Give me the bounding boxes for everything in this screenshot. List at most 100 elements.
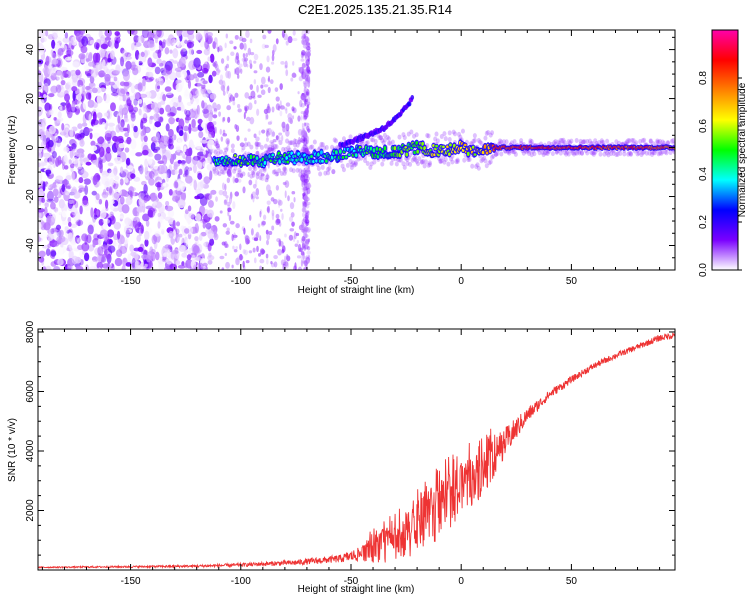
spectrogram-sparse-blob	[236, 66, 242, 73]
spectrogram-noise-blob	[205, 228, 213, 234]
spectrogram-noise-blob	[53, 265, 61, 270]
spectrogram-noise-blob	[53, 138, 60, 143]
spectrogram-halo-blob	[451, 129, 456, 135]
spectrogram-sparse-blob	[242, 249, 246, 255]
spectrogram-noise-blob	[147, 209, 154, 218]
spectrogram-noise-blob	[120, 88, 128, 95]
spectrogram-sparse-blob	[239, 243, 242, 251]
spectrogram-noise-blob	[210, 130, 216, 138]
spectrogram-trace-core	[432, 144, 435, 147]
spectrogram-noise-blob	[57, 111, 62, 119]
spectrogram-halo-blob	[564, 151, 569, 157]
spectrogram-noise-blob	[194, 222, 200, 234]
spectrogram-halo-blob	[397, 134, 402, 140]
spectrogram-sparse-blob	[307, 127, 310, 134]
spectrogram-sparse-blob	[303, 195, 308, 201]
spectrogram-sparse-blob	[281, 135, 284, 142]
spectrogram-noise-blob	[112, 70, 121, 75]
spectrogram-sparse-blob	[294, 262, 297, 270]
spectrogram-sparse-blob	[304, 81, 309, 87]
spectrogram-sparse-blob	[287, 36, 293, 44]
spectrogram-sparse-blob	[304, 214, 309, 222]
spectrogram-noise-blob	[42, 67, 49, 74]
spectrogram-sparse-blob	[259, 63, 263, 71]
spectrogram-noise-blob	[79, 205, 83, 215]
spectrogram-trace-core	[263, 160, 267, 165]
spectrogram-sparse-blob	[284, 233, 287, 238]
spectrogram-sparse-blob	[304, 99, 307, 107]
spectrogram-sparse-blob	[284, 107, 288, 111]
spectrogram-sparse-blob	[282, 171, 287, 176]
spectrogram-sparse-blob	[235, 52, 240, 61]
spectrogram-noise-blob	[117, 243, 123, 252]
spectrogram-noise-blob	[161, 229, 165, 235]
spectrogram-sparse-blob	[218, 111, 222, 117]
spectrogram-noise-blob	[207, 242, 212, 252]
spectrogram-sparse-blob	[302, 260, 306, 264]
spectrogram-noise-blob	[38, 124, 43, 131]
spectrogram-halo-blob	[450, 159, 455, 165]
spectrogram-noise-blob	[80, 45, 88, 54]
spectrogram-noise-blob	[203, 48, 210, 56]
spectrogram-noise-blob	[200, 139, 208, 144]
spectrogram-y-tick-label: -40	[25, 238, 36, 253]
spectrogram-sparse-blob	[303, 110, 307, 118]
spectrogram-halo-blob	[565, 150, 570, 156]
spectrogram-trace-core	[483, 144, 487, 149]
spectrogram-halo-blob	[577, 150, 582, 156]
spectrogram-noise-blob	[108, 239, 113, 245]
spectrogram-sparse-blob	[280, 208, 283, 212]
spectrogram-noise-blob	[67, 216, 72, 223]
spectrogram-sparse-blob	[303, 122, 307, 127]
spectrogram-noise-blob	[75, 219, 84, 226]
spectrogram-sparse-blob	[304, 54, 309, 62]
spectrogram-noise-blob	[183, 228, 190, 234]
spectrogram-sparse-blob	[285, 40, 289, 46]
spectrogram-noise-blob	[75, 69, 81, 76]
spectrogram-halo-blob	[390, 139, 395, 145]
spectrogram-noise-blob	[123, 81, 130, 87]
spectrogram-noise-blob	[110, 130, 116, 138]
spectrogram-noise-blob	[143, 183, 148, 194]
spectrogram-noise-blob	[155, 182, 163, 188]
spectrogram-noise-blob	[96, 261, 104, 270]
spectrogram-noise-blob	[206, 31, 213, 38]
spectrogram-noise-blob	[119, 196, 125, 205]
spectrogram-noise-blob	[175, 228, 180, 235]
spectrogram-sparse-blob	[237, 108, 242, 113]
spectrogram-noise-blob	[101, 174, 108, 186]
spectrogram-noise-blob	[131, 42, 135, 51]
spectrogram-sparse-blob	[221, 182, 225, 191]
spectrogram-sparse-blob	[287, 117, 293, 123]
spectrogram-halo-blob	[213, 141, 218, 147]
spectrogram-noise-blob	[67, 47, 71, 57]
spectrogram-sparse-blob	[219, 128, 222, 135]
spectrogram-halo-blob	[287, 140, 292, 146]
spectrogram-noise-blob	[183, 145, 187, 153]
spectrogram-sparse-blob	[244, 150, 247, 155]
spectrogram-noise-blob	[175, 145, 181, 153]
spectrogram-noise-blob	[111, 79, 120, 89]
spectrogram-noise-blob	[142, 213, 150, 222]
spectrogram-halo-blob	[494, 152, 499, 158]
spectrogram-sparse-blob	[271, 225, 275, 231]
spectrogram-noise-blob	[160, 100, 166, 105]
spectrogram-noise-blob	[106, 95, 111, 103]
spectrogram-sparse-blob	[235, 257, 240, 266]
spectrogram-halo-blob	[331, 169, 336, 175]
spectrogram-sparse-blob	[275, 213, 280, 219]
spectrogram-halo-blob	[672, 141, 675, 147]
spectrogram-noise-blob	[104, 130, 113, 138]
spectrogram-sparse-blob	[275, 103, 280, 111]
spectrogram-noise-blob	[64, 56, 73, 61]
spectrogram-noise-blob	[92, 241, 96, 248]
spectrogram-noise-blob	[142, 78, 146, 87]
spectrogram-noise-blob	[71, 255, 79, 265]
spectrogram-noise-blob	[207, 230, 215, 240]
spectrogram-sparse-blob	[305, 42, 311, 47]
spectrogram-noise-blob	[48, 125, 56, 135]
spectrogram-halo-blob	[635, 151, 640, 157]
spectrogram-halo-blob	[353, 161, 358, 167]
spectrogram-noise-blob	[173, 60, 178, 64]
spectrogram-halo-blob	[426, 133, 431, 139]
